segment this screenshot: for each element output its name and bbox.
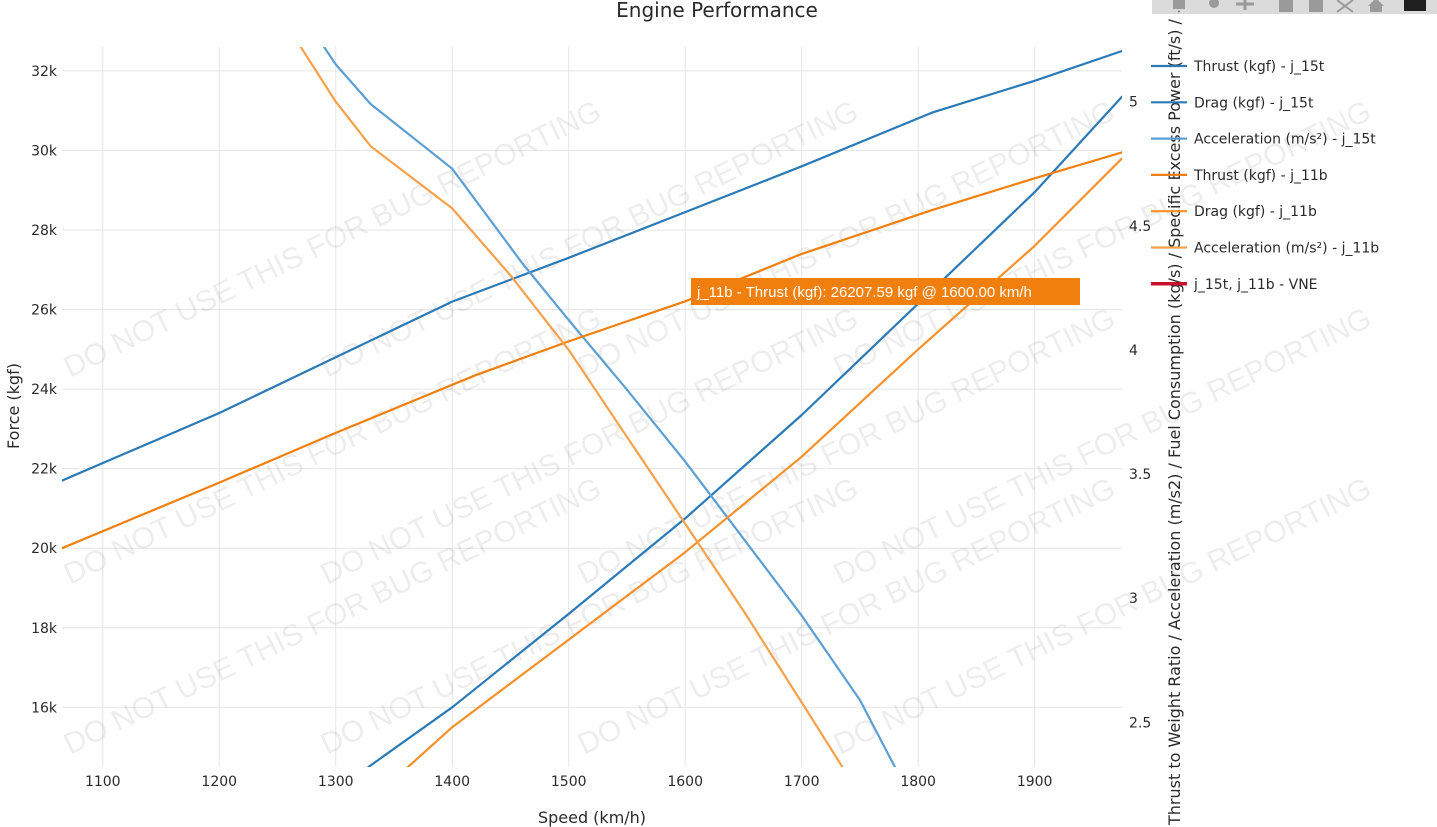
x-axis-title: Speed (km/h) — [538, 808, 646, 827]
x-axis-ticks: 1100 1200 1300 1400 1500 1600 1700 1800 1900 — [85, 774, 1053, 790]
modebar-home-icon[interactable] — [1368, 0, 1384, 12]
legend-item-label[interactable]: Thrust (kgf) - j_15t — [1193, 59, 1325, 75]
series-line-thrust-kgf-j-11b[interactable] — [62, 151, 1122, 550]
y2-tick-label: 3.5 — [1129, 467, 1151, 483]
modebar — [1152, 0, 1437, 14]
series-layer — [62, 47, 1122, 767]
x-tick-label: 1900 — [1017, 774, 1053, 790]
chart-title: Engine Performance — [616, 0, 818, 22]
y-tick-label: 30k — [31, 143, 58, 159]
modebar-zoom-icon[interactable] — [1209, 0, 1219, 8]
x-gridlines — [102, 47, 1036, 767]
series-line-acceleration-m-s-j-11b[interactable] — [299, 47, 844, 767]
legend-item-label[interactable]: j_15t, j_11b - VNE — [1193, 277, 1318, 293]
y-tick-label: 16k — [31, 700, 58, 716]
y-tick-label: 32k — [31, 64, 58, 80]
y-axis-ticks: 16k 18k 20k 22k 24k 26k 28k 30k 32k — [31, 64, 58, 716]
legend-item-label[interactable]: Drag (kgf) - j_11b — [1194, 204, 1317, 220]
series-line-thrust-kgf-j-15t[interactable] — [62, 49, 1122, 482]
modebar-zoom-in-button[interactable] — [1279, 0, 1293, 12]
y-gridlines — [62, 70, 1122, 708]
y2-tick-label: 2.5 — [1129, 715, 1151, 731]
y-tick-label: 24k — [31, 382, 58, 398]
legend-item-label[interactable]: Acceleration (m/s²) - j_15t — [1194, 132, 1376, 148]
x-tick-label: 1100 — [85, 774, 121, 790]
y2-tick-label: 4.5 — [1129, 219, 1151, 235]
plot-area[interactable] — [62, 47, 1122, 767]
x-tick-label: 1400 — [434, 774, 470, 790]
y2-tick-label: 3 — [1129, 591, 1138, 607]
y-tick-label: 26k — [31, 303, 58, 319]
x-tick-label: 1600 — [667, 774, 703, 790]
series-line-drag-kgf-j-11b[interactable] — [406, 157, 1122, 767]
modebar-download-button[interactable] — [1173, 0, 1185, 9]
x-tick-label: 1500 — [551, 774, 587, 790]
hover-tooltip: j_11b - Thrust (kgf): 26207.59 kgf @ 160… — [691, 278, 1080, 305]
plotly-logo-icon[interactable] — [1404, 0, 1426, 11]
modebar-autoscale-icon[interactable] — [1336, 0, 1354, 13]
x-tick-label: 1800 — [900, 774, 936, 790]
y2-tick-label: 4 — [1129, 343, 1138, 359]
y2-axis-title: Thrust to Weight Ratio / Acceleration (m… — [1165, 0, 1184, 826]
modebar-pan-icon[interactable] — [1236, 0, 1254, 10]
legend-item-label[interactable]: Acceleration (m/s²) - j_11b — [1194, 241, 1379, 257]
y-tick-label: 28k — [31, 223, 58, 239]
y2-tick-label: 5 — [1129, 95, 1138, 111]
y-axis-title: Force (kgf) — [4, 363, 23, 449]
x-tick-label: 1200 — [201, 774, 237, 790]
modebar-zoom-out-button[interactable] — [1309, 0, 1323, 12]
y2-axis-ticks: 2.5 3 3.5 4 4.5 5 — [1129, 95, 1151, 732]
tooltip-text: j_11b - Thrust (kgf): 26207.59 kgf @ 160… — [696, 284, 1032, 301]
series-line-drag-kgf-j-15t[interactable] — [367, 95, 1122, 767]
legend-item-label[interactable]: Drag (kgf) - j_15t — [1194, 95, 1314, 111]
tooltip-box — [691, 278, 1080, 305]
y-tick-label: 20k — [31, 541, 58, 557]
x-tick-label: 1300 — [318, 774, 354, 790]
y-tick-label: 18k — [31, 621, 58, 637]
y-tick-label: 22k — [31, 462, 58, 478]
x-tick-label: 1700 — [784, 774, 820, 790]
legend: Thrust (kgf) - j_15t Drag (kgf) - j_15t Ac… — [1151, 59, 1379, 293]
legend-item-label[interactable]: Thrust (kgf) - j_11b — [1193, 168, 1328, 184]
series-line-acceleration-m-s-j-15t[interactable] — [323, 47, 897, 767]
